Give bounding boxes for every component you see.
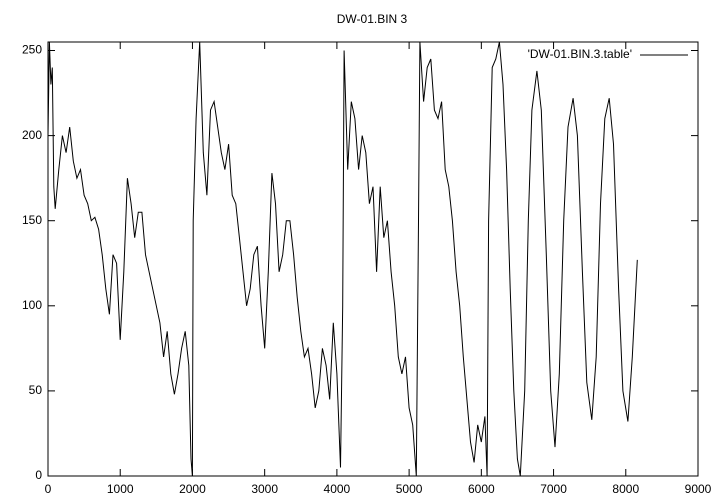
legend-label: 'DW-01.BIN.3.table' (528, 47, 632, 61)
x-tick-label: 4000 (324, 482, 351, 496)
plot-frame (47, 41, 699, 477)
x-tick-label: 7000 (540, 482, 567, 496)
y-tick-label: 100 (22, 298, 42, 312)
chart-title: DW-01.BIN 3 (337, 12, 408, 26)
x-tick-label: 2000 (179, 482, 206, 496)
x-tick-label: 3000 (251, 482, 278, 496)
x-tick-label: 8000 (612, 482, 639, 496)
y-tick-label: 50 (29, 383, 43, 397)
x-tick-label: 5000 (396, 482, 423, 496)
x-tick-label: 6000 (468, 482, 495, 496)
x-tick-label: 9000 (685, 482, 712, 496)
x-tick-label: 1000 (107, 482, 134, 496)
y-tick-label: 200 (22, 128, 42, 142)
y-tick-label: 250 (22, 43, 42, 57)
data-line (47, 41, 638, 477)
x-tick-label: 0 (45, 482, 52, 496)
y-tick-label: 0 (35, 468, 42, 482)
y-tick-label: 150 (22, 213, 42, 227)
